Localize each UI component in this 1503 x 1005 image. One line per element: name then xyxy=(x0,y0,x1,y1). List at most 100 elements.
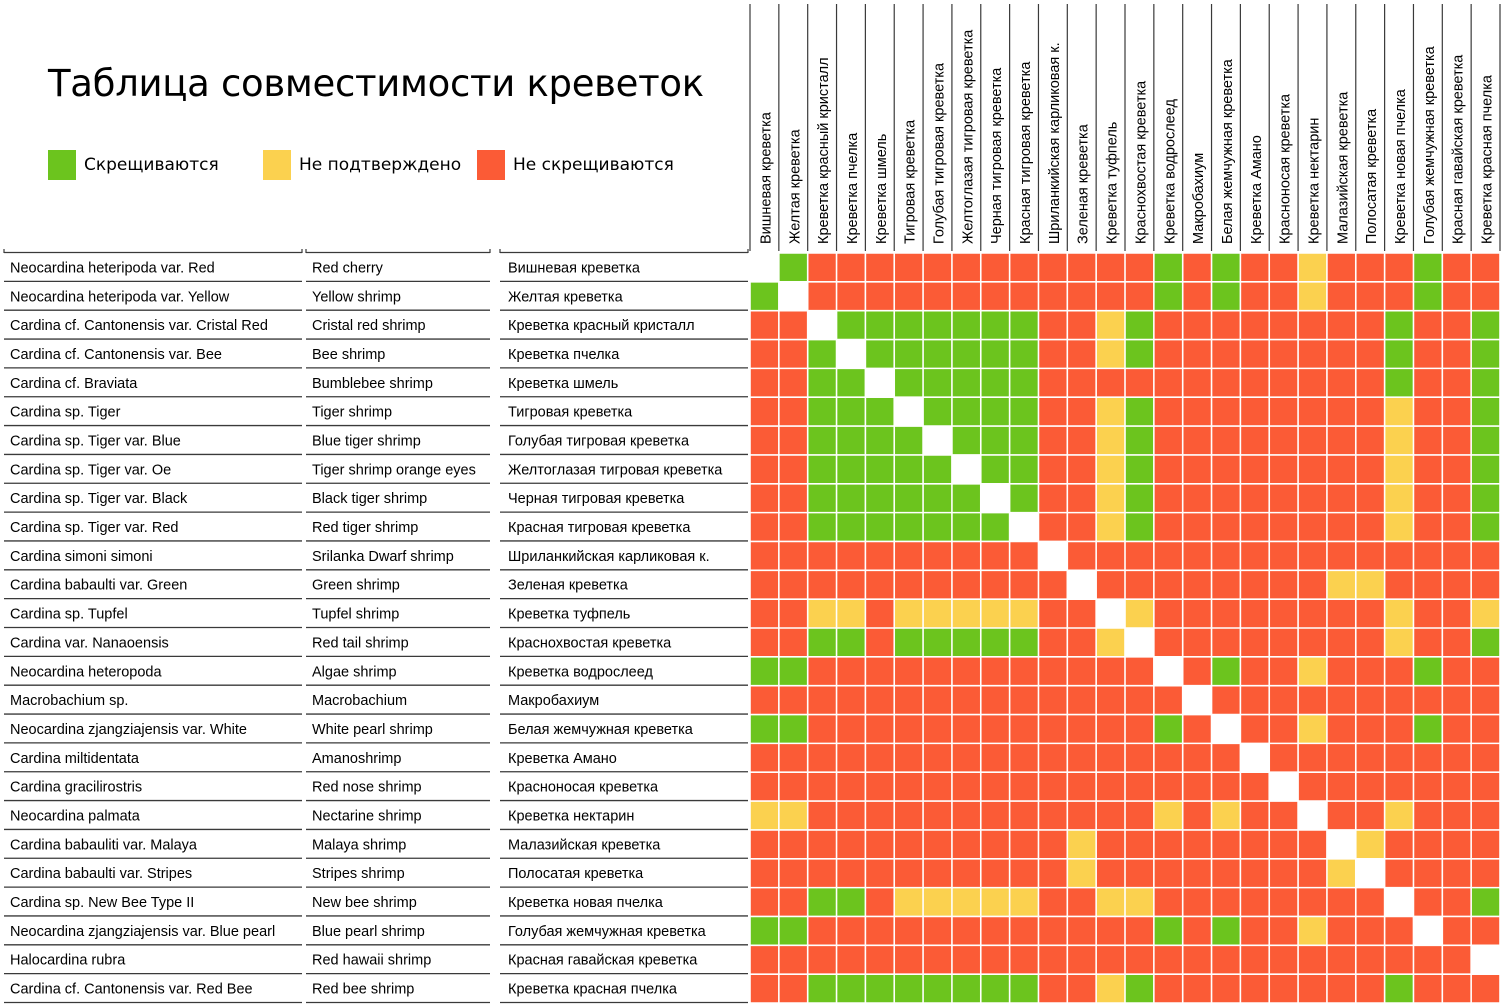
heatmap-cell xyxy=(750,368,779,398)
heatmap-cell xyxy=(1384,339,1414,369)
heatmap-cell xyxy=(1326,974,1356,1003)
heatmap-cell xyxy=(1038,858,1068,888)
row-label-latin: Halocardina rubra xyxy=(10,953,126,969)
heatmap-cell xyxy=(1096,368,1125,398)
heatmap-cell xyxy=(1471,829,1500,859)
heatmap-cell xyxy=(980,743,1010,773)
heatmap-cell xyxy=(1153,685,1183,715)
column-label: Тигровая креветка xyxy=(903,119,919,244)
heatmap-cell xyxy=(1269,599,1299,628)
heatmap-cell xyxy=(1355,829,1385,859)
heatmap-cell xyxy=(1182,974,1212,1003)
row-label-english: Yellow shrimp xyxy=(312,289,401,305)
heatmap-cell xyxy=(1125,426,1154,455)
row-label-russian: Вишневая креветка xyxy=(508,260,641,276)
heatmap-cell xyxy=(1384,397,1414,427)
heatmap-cell xyxy=(836,570,866,600)
heatmap-cell xyxy=(836,743,866,773)
heatmap-cell xyxy=(894,974,924,1003)
heatmap-cell xyxy=(1269,253,1299,282)
heatmap-cell xyxy=(1125,253,1154,282)
heatmap-cell xyxy=(1326,570,1356,600)
heatmap-cell xyxy=(1442,685,1472,715)
heatmap-cell xyxy=(951,887,981,917)
heatmap-cell xyxy=(1269,772,1299,802)
row-label-russian: Креветка красная пчелка xyxy=(508,982,678,998)
heatmap-cell xyxy=(1471,772,1500,802)
heatmap-cell xyxy=(1067,656,1097,686)
heatmap-cell xyxy=(807,310,837,340)
heatmap-cell xyxy=(1182,426,1212,455)
heatmap-cell xyxy=(1442,887,1472,917)
heatmap-cell xyxy=(1038,310,1068,340)
heatmap-cell xyxy=(1471,512,1500,542)
heatmap-cell xyxy=(1211,656,1241,686)
heatmap-cell xyxy=(865,945,895,975)
heatmap-cell xyxy=(923,858,952,888)
heatmap-cell xyxy=(1240,512,1270,542)
heatmap-cell xyxy=(836,772,866,802)
row-label-russian: Краснохвостая креветка xyxy=(508,635,672,651)
heatmap-cell xyxy=(951,339,981,369)
heatmap-cell xyxy=(1442,743,1472,773)
heatmap-cell xyxy=(951,253,981,282)
heatmap-cell xyxy=(1326,281,1356,311)
heatmap-cell xyxy=(1096,397,1125,427)
row-label-english: New bee shrimp xyxy=(312,895,417,911)
heatmap-cell xyxy=(1384,801,1414,830)
heatmap-cell xyxy=(1298,656,1327,686)
row-label-russian: Макробахиум xyxy=(508,693,599,709)
heatmap-cell xyxy=(1355,714,1385,744)
heatmap-cell xyxy=(750,253,779,282)
heatmap-cell xyxy=(778,858,808,888)
heatmap-cell xyxy=(1442,858,1472,888)
heatmap-cell xyxy=(1067,454,1097,484)
heatmap-cell xyxy=(980,656,1010,686)
heatmap-cell xyxy=(1096,483,1125,513)
heatmap-cell xyxy=(1384,772,1414,802)
heatmap-cell xyxy=(1182,512,1212,542)
heatmap-cell xyxy=(1269,887,1299,917)
heatmap-cell xyxy=(1009,570,1039,600)
heatmap-cell xyxy=(1096,253,1125,282)
row-label-english: Amanoshrimp xyxy=(312,751,401,767)
heatmap-cell xyxy=(980,628,1010,657)
heatmap-cell xyxy=(1182,772,1212,802)
heatmap-cell xyxy=(1211,253,1241,282)
heatmap-cell xyxy=(778,570,808,600)
heatmap-cell xyxy=(1471,454,1500,484)
heatmap-cell xyxy=(1384,253,1414,282)
column-label: Креветка туфпель xyxy=(1105,122,1121,244)
heatmap-cell xyxy=(923,368,952,398)
heatmap-cell xyxy=(750,281,779,311)
heatmap-cell xyxy=(980,570,1010,600)
heatmap-cell xyxy=(1442,916,1472,946)
heatmap-cell xyxy=(750,743,779,773)
heatmap-cell xyxy=(1240,801,1270,830)
heatmap-cell xyxy=(923,772,952,802)
heatmap-cell xyxy=(1355,628,1385,657)
heatmap-cell xyxy=(1442,772,1472,802)
row-label-english: Red tail shrimp xyxy=(312,635,409,651)
heatmap-cell xyxy=(778,397,808,427)
heatmap-cell xyxy=(1211,974,1241,1003)
heatmap-cell xyxy=(951,426,981,455)
heatmap-cell xyxy=(836,887,866,917)
heatmap-cell xyxy=(778,829,808,859)
row-label-latin: Neocardina heteropoda xyxy=(10,664,162,680)
heatmap-cell xyxy=(865,829,895,859)
heatmap-cell xyxy=(894,743,924,773)
heatmap-cell xyxy=(1269,512,1299,542)
heatmap-cell xyxy=(865,426,895,455)
heatmap-cell xyxy=(1153,397,1183,427)
row-label-english: Green shrimp xyxy=(312,578,400,594)
heatmap-cell xyxy=(836,310,866,340)
heatmap-cell xyxy=(1471,368,1500,398)
heatmap-cell xyxy=(1009,512,1039,542)
heatmap-cell xyxy=(1038,368,1068,398)
heatmap-cell xyxy=(1009,974,1039,1003)
heatmap-cell xyxy=(778,916,808,946)
heatmap-cell xyxy=(1298,916,1327,946)
heatmap-cell xyxy=(1240,743,1270,773)
heatmap-cell xyxy=(1067,253,1097,282)
